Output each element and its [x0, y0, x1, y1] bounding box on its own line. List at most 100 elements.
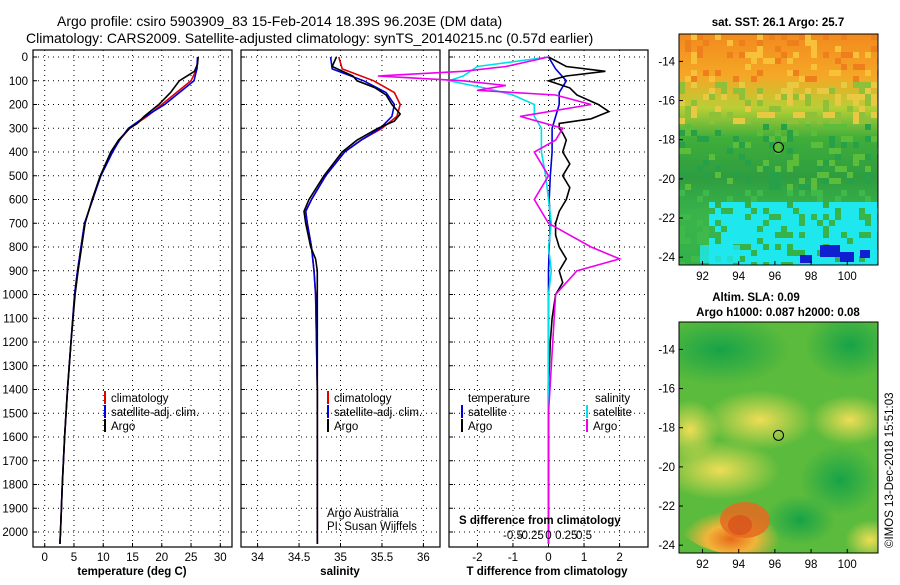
sst-cell [757, 94, 763, 100]
depth-tick-label: 1400 [2, 385, 28, 397]
sst-cell [739, 94, 745, 100]
sst-cell [793, 112, 799, 118]
sst-cell [865, 136, 871, 142]
sst-cell [811, 262, 817, 265]
sst-cell [799, 178, 805, 184]
sst-cell [811, 112, 817, 118]
sst-cell [793, 94, 799, 100]
sst-cell [799, 184, 805, 190]
sst-cell [733, 172, 739, 178]
sst-cell [811, 178, 817, 184]
sst-cell [775, 130, 781, 136]
depth-tick-label: 1700 [2, 456, 28, 468]
sst-cell [739, 40, 745, 46]
sst-cell [853, 226, 859, 232]
x-tick-label: 5 [71, 552, 77, 564]
sst-cell [865, 154, 871, 160]
depth-tick-label: 0 [22, 52, 28, 64]
sst-cell [763, 226, 769, 232]
sst-cell [787, 184, 793, 190]
sst-cell [691, 82, 697, 88]
sst-cell [685, 112, 691, 118]
sst-cell [757, 40, 763, 46]
sst-cell [781, 250, 787, 256]
legend-satellite-s: satellite-adj. clim. [334, 407, 422, 419]
sst-cell [739, 142, 745, 148]
sst-cell [781, 244, 787, 250]
sst-cell [811, 76, 817, 82]
sst-cell [781, 238, 787, 244]
sst-cell [769, 250, 775, 256]
sst-cell [793, 52, 799, 58]
series-line [59, 56, 199, 544]
sst-cell [793, 244, 799, 250]
sst-cell [679, 226, 685, 232]
sst-cell [715, 112, 721, 118]
depth-tick-label: 100 [9, 76, 28, 88]
x-tick-label: 15 [126, 552, 139, 564]
sst-cell [859, 64, 865, 70]
sst-cell [847, 202, 853, 208]
sst-cell [787, 226, 793, 232]
sst-cell [739, 220, 745, 226]
sst-cell [805, 184, 811, 190]
sst-cell [817, 262, 823, 265]
sst-cell [691, 76, 697, 82]
sst-cell [787, 82, 793, 88]
sst-cell [733, 88, 739, 94]
sst-cell [787, 70, 793, 76]
sst-cell [763, 202, 769, 208]
sst-cell [841, 244, 847, 250]
sst-cell [817, 88, 823, 94]
sst-cell [805, 88, 811, 94]
sst-cell [841, 82, 847, 88]
sst-cell [733, 142, 739, 148]
series-line [547, 56, 568, 544]
sst-cell [871, 112, 877, 118]
sst-cell [787, 166, 793, 172]
sst-cell [757, 262, 763, 265]
sst-cell [829, 160, 835, 166]
sst-cell [853, 244, 859, 250]
sst-cell [805, 232, 811, 238]
sst-cell [709, 154, 715, 160]
sst-map-title: sat. SST: 26.1 Argo: 25.7 [712, 17, 845, 29]
sst-cell [823, 124, 829, 130]
sst-cell [847, 106, 853, 112]
sst-cell [865, 244, 871, 250]
sst-cell [751, 58, 757, 64]
map-y-tick-label: -20 [658, 174, 675, 186]
sst-cell [871, 250, 877, 256]
map-x-tick-label: 100 [838, 559, 857, 571]
sst-cell [691, 52, 697, 58]
depth-tick-label: 1000 [2, 290, 28, 302]
sst-cell [835, 238, 841, 244]
sst-cell [865, 238, 871, 244]
sst-cell [823, 100, 829, 106]
sst-cell [817, 190, 823, 196]
sst-cell [829, 112, 835, 118]
sst-cell [805, 76, 811, 82]
sst-cell [769, 136, 775, 142]
sst-cell [781, 34, 787, 40]
sst-cell [721, 94, 727, 100]
sst-cell [823, 262, 829, 265]
map-y-tick-label: -20 [658, 462, 675, 474]
legend-climatology-s: climatology [334, 393, 392, 405]
s-difference-axis-label: S difference from climatology [459, 515, 621, 527]
sst-cell [769, 226, 775, 232]
sst-cell [715, 208, 721, 214]
sst-cell [709, 76, 715, 82]
sst-cell [781, 202, 787, 208]
sst-cold-patch [820, 245, 840, 257]
sst-cell [685, 214, 691, 220]
legend-argo: Argo [111, 421, 135, 433]
sst-cell [769, 34, 775, 40]
sst-cell [715, 70, 721, 76]
sst-cell [853, 232, 859, 238]
sst-cell [679, 172, 685, 178]
sst-cell [685, 40, 691, 46]
sst-cell [871, 202, 877, 208]
sst-cell [871, 100, 877, 106]
sst-cell [865, 100, 871, 106]
